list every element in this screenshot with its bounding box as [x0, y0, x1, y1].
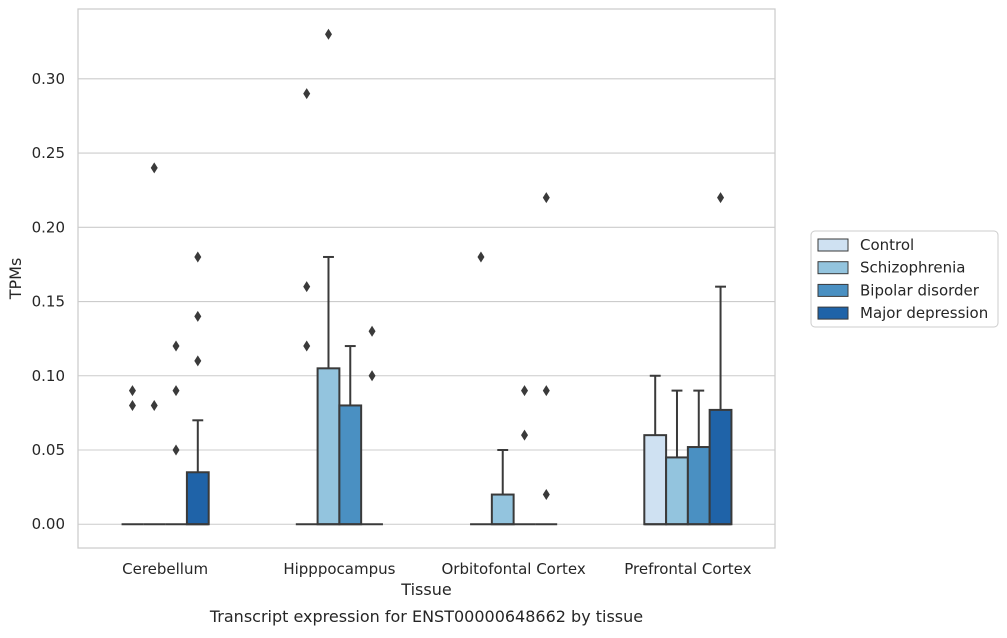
box-body — [338, 404, 363, 526]
box-major-depression — [185, 251, 210, 526]
outlier-point — [194, 355, 202, 367]
box-control — [643, 374, 668, 526]
box-body — [665, 456, 689, 526]
outlier-point — [128, 399, 136, 411]
x-tick-label: Prefrontal Cortex — [624, 560, 751, 578]
outlier-point — [194, 310, 202, 322]
outlier-point — [324, 28, 332, 40]
legend-label: Major depression — [860, 304, 988, 322]
outlier-point — [150, 399, 158, 411]
box-schizophrenia — [143, 162, 166, 526]
y-tick-label: 0.10 — [32, 367, 65, 385]
legend-label: Bipolar disorder — [860, 281, 980, 299]
box-control — [121, 385, 144, 526]
box-body — [185, 471, 210, 526]
outlier-point — [172, 444, 180, 456]
chart-caption: Transcript expression for ENST0000064866… — [209, 607, 643, 626]
grid-layer — [78, 78, 775, 525]
outlier-point — [303, 340, 311, 352]
legend-label: Schizophrenia — [860, 259, 965, 277]
x-tick-labels: Cerebellum Hipppocampus Orbitofontal Corte… — [122, 560, 751, 578]
box-major-depression — [361, 325, 383, 526]
legend-frame — [810, 230, 999, 328]
box-bipolar-disorder — [338, 345, 363, 526]
x-tick-label: Hipppocampus — [283, 560, 395, 578]
box-layer — [121, 28, 733, 526]
y-tick-label: 0.25 — [32, 144, 65, 162]
outlier-point — [542, 385, 550, 397]
legend-label: Control — [860, 236, 914, 254]
x-tick-label: Cerebellum — [122, 560, 208, 578]
outlier-point — [368, 325, 376, 337]
y-tick-label: 0.00 — [32, 515, 65, 533]
outlier-point — [303, 88, 311, 100]
outlier-point — [128, 385, 136, 397]
legend-swatch — [817, 261, 849, 275]
box-major-depression — [708, 192, 733, 526]
box-schizophrenia — [490, 449, 515, 526]
plot-frame — [77, 8, 776, 549]
outlier-point — [150, 162, 158, 174]
box-major-depression — [535, 192, 558, 526]
box-schizophrenia — [316, 28, 341, 526]
box-bipolar-disorder — [165, 340, 187, 526]
x-tick-label: Orbitofontal Cortex — [442, 560, 586, 578]
box-body — [686, 446, 711, 526]
outlier-point — [303, 281, 311, 293]
outlier-point — [477, 251, 485, 263]
legend-swatch — [817, 283, 849, 297]
legend: Control Schizophrenia Bipolar disorder Majo… — [810, 230, 999, 328]
outlier-point — [521, 429, 529, 441]
outlier-point — [542, 192, 550, 204]
box-bipolar-disorder — [686, 389, 711, 526]
legend-swatch — [817, 306, 849, 320]
y-tick-label: 0.05 — [32, 441, 65, 459]
box-body — [490, 493, 515, 526]
y-tick-label: 0.20 — [32, 218, 65, 236]
y-tick-label: 0.15 — [32, 293, 65, 311]
box-control — [470, 251, 492, 526]
y-tick-labels: 0.00 0.05 0.10 0.15 0.20 0.25 0.30 — [32, 70, 65, 533]
box-body — [316, 367, 341, 526]
box-bipolar-disorder — [513, 385, 536, 526]
outlier-point — [368, 370, 376, 382]
y-axis-label: TPMs — [6, 258, 25, 301]
outlier-point — [717, 192, 725, 204]
legend-swatch — [817, 238, 849, 252]
x-axis-label: Tissue — [400, 580, 451, 599]
outlier-point — [172, 340, 180, 352]
outlier-point — [172, 385, 180, 397]
box-body — [643, 434, 668, 526]
outlier-point — [521, 385, 529, 397]
y-tick-label: 0.30 — [32, 70, 65, 88]
box-control — [295, 88, 318, 526]
outlier-point — [194, 251, 202, 263]
box-body — [708, 408, 733, 526]
outlier-point — [542, 489, 550, 501]
box-schizophrenia — [665, 389, 689, 526]
